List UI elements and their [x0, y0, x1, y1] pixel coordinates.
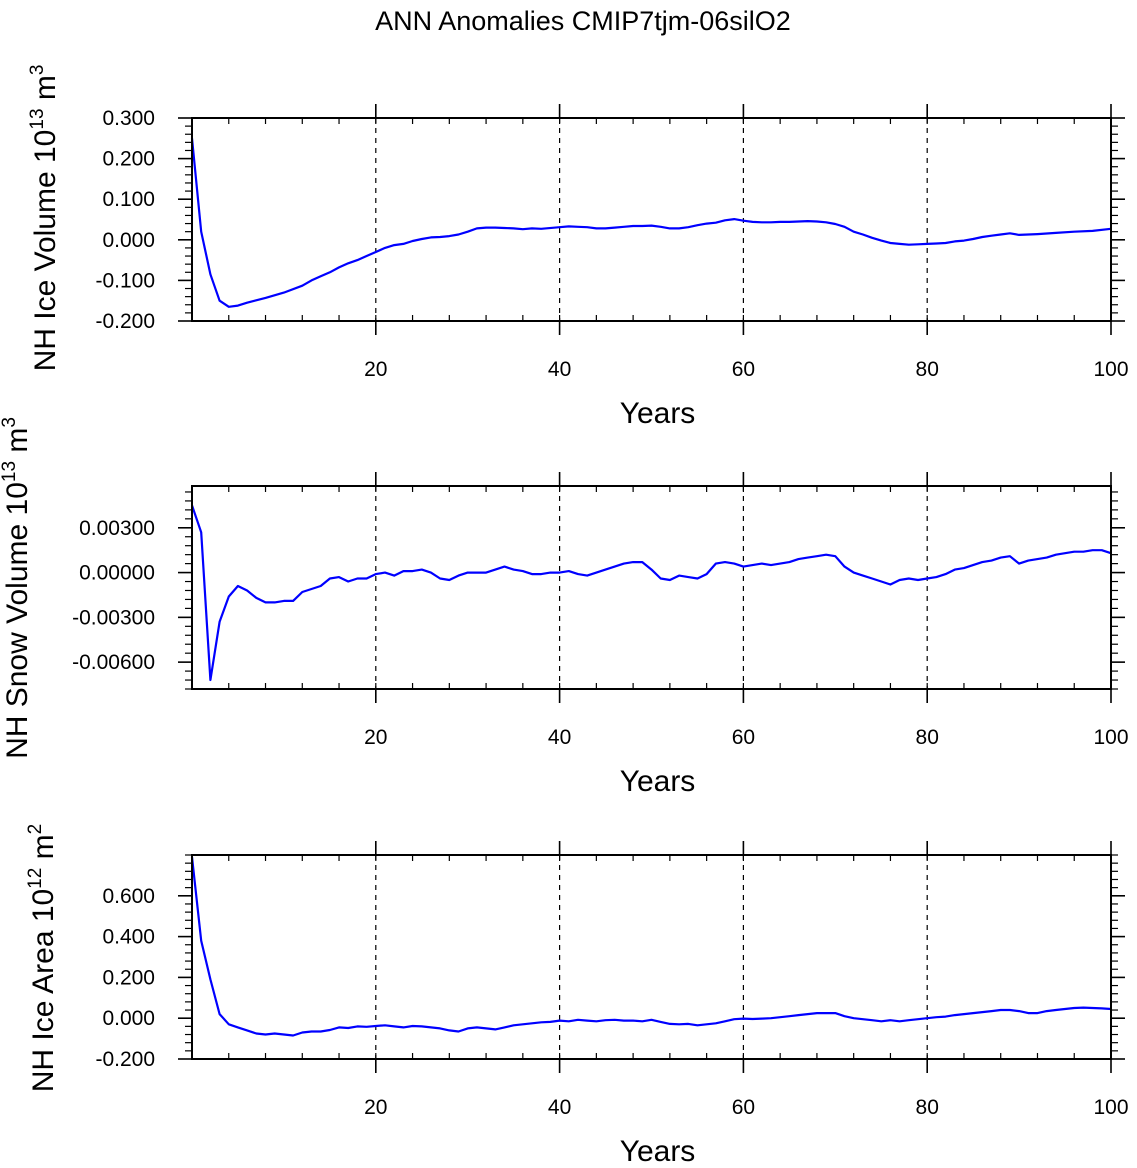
- x-tick-label: 80: [916, 1096, 939, 1119]
- y-tick-label: 0.00000: [79, 562, 155, 585]
- series-line: [190, 138, 1112, 308]
- y-axis-label-exponent: 13: [0, 461, 20, 482]
- x-tick-label: 100: [1093, 1096, 1128, 1119]
- y-tick-label: 0.200: [102, 966, 155, 989]
- x-tick-label: 60: [732, 726, 755, 749]
- x-tick-label: 20: [364, 726, 387, 749]
- x-tick-label: 20: [364, 358, 387, 381]
- y-axis-label-unit-exponent: 2: [25, 824, 46, 835]
- x-tick-label: 40: [548, 1096, 571, 1119]
- y-tick-label: 0.000: [102, 229, 155, 252]
- x-tick-label: 80: [916, 358, 939, 381]
- series-line: [190, 505, 1112, 682]
- x-tick-label: 40: [548, 726, 571, 749]
- x-tick-label: 100: [1093, 726, 1128, 749]
- y-axis-label-unit-exponent: 3: [27, 65, 48, 76]
- y-tick-label: 0.400: [102, 926, 155, 949]
- x-tick-label: 20: [364, 1096, 387, 1119]
- y-tick-label: 0.300: [102, 107, 155, 130]
- y-tick-label: -0.00300: [72, 606, 155, 629]
- chart-panel-1: 20 40 60 80 100 0.300 0.200 0.100 0.000 -0.100 -0.…: [27, 65, 1129, 430]
- plot-frame: [191, 854, 1112, 1060]
- plot-frame: [191, 485, 1112, 690]
- y-axis-label-exponent: 13: [27, 108, 48, 129]
- y-axis-label-unit: m: [27, 834, 60, 867]
- chart-panel-2: 20 40 60 80 100 0.00300 0.00000 -0.00300 -0.0060…: [0, 417, 1129, 798]
- x-axis-label: Years: [620, 765, 696, 798]
- figure-title: ANN Anomalies CMIP7tjm-06silO2: [375, 6, 791, 36]
- x-tick-label: 40: [548, 358, 571, 381]
- x-tick-label: 60: [732, 358, 755, 381]
- y-axis-label-main: NH Snow Volume 10: [1, 482, 34, 759]
- y-axis-label-main: NH Ice Volume 10: [29, 130, 62, 372]
- y-tick-label: 0.600: [102, 885, 155, 908]
- x-tick-label: 80: [916, 726, 939, 749]
- y-tick-label: -0.00600: [72, 651, 155, 674]
- plot-frame: [191, 117, 1112, 322]
- y-axis-label: NH Ice Area 1012 m2: [25, 824, 60, 1092]
- y-axis-label-exponent: 12: [25, 868, 46, 889]
- y-tick-label: 0.00300: [79, 517, 155, 540]
- x-axis-label: Years: [620, 397, 696, 430]
- y-tick-label: -0.200: [95, 310, 155, 333]
- y-tick-label: 0.000: [102, 1007, 155, 1030]
- y-axis-label: NH Ice Volume 1013 m3: [27, 65, 62, 372]
- y-axis-label-unit: m: [29, 75, 62, 108]
- series-line: [190, 856, 1112, 1037]
- y-axis-label-main: NH Ice Area 10: [27, 889, 60, 1092]
- chart-panel-3: 20 40 60 80 100 0.600 0.400 0.200 0.000 -0.200 Yea…: [25, 824, 1129, 1168]
- y-tick-label: 0.200: [102, 148, 155, 171]
- x-tick-label: 100: [1093, 358, 1128, 381]
- x-axis-label: Years: [620, 1135, 696, 1168]
- y-axis-label-unit-exponent: 3: [0, 417, 20, 428]
- chart-panels: 20 40 60 80 100 0.300 0.200 0.100 0.000 -0.100 -0.…: [0, 65, 1129, 1168]
- y-tick-label: 0.100: [102, 188, 155, 211]
- y-axis-label-unit: m: [1, 428, 34, 461]
- x-tick-label: 60: [732, 1096, 755, 1119]
- y-tick-label: -0.200: [95, 1048, 155, 1071]
- y-tick-label: -0.100: [95, 269, 155, 292]
- y-axis-label: NH Snow Volume 1013 m3: [0, 417, 34, 759]
